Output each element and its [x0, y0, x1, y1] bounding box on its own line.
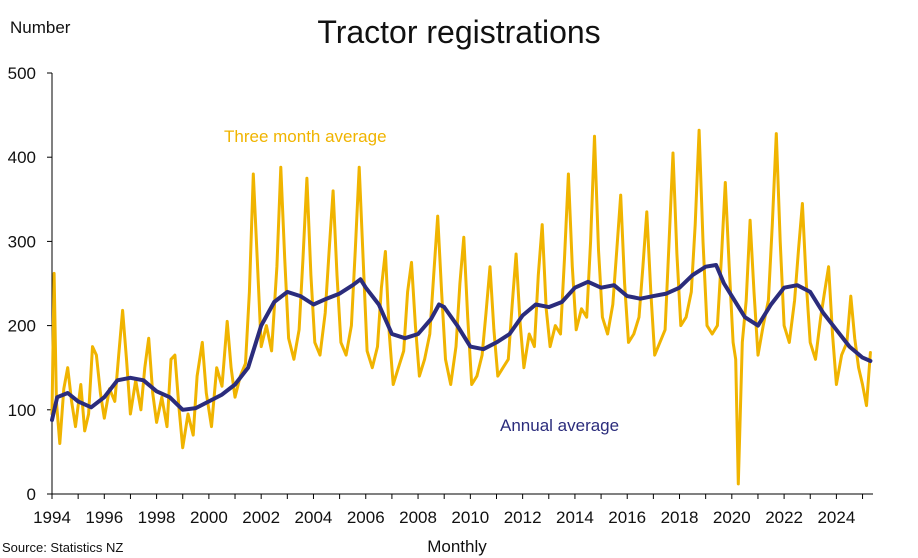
axes: 0 100 200 300 400 500 1994 1996 1998 2000 2002 2004… [8, 64, 873, 527]
y-tick-label: 100 [8, 401, 36, 420]
x-tick-label: 2020 [713, 508, 751, 527]
source-note: Source: Statistics NZ [2, 540, 123, 555]
legend-three-month-average: Three month average [224, 127, 387, 146]
series-layer [50, 128, 873, 486]
chart-title: Tractor registrations [317, 14, 600, 50]
x-tick-label: 2004 [295, 508, 333, 527]
x-tick-label: 2000 [190, 508, 228, 527]
x-tick-label: 2018 [661, 508, 699, 527]
y-tick-label: 300 [8, 232, 36, 251]
x-tick-label: 2022 [765, 508, 803, 527]
y-tick-label: 400 [8, 148, 36, 167]
x-tick-label: 2012 [504, 508, 542, 527]
x-tick-label: 2014 [556, 508, 594, 527]
x-tick-label: 1994 [33, 508, 71, 527]
y-tick-label: 500 [8, 64, 36, 83]
x-tick-label: 2008 [399, 508, 437, 527]
y-axis-label: Number [10, 18, 71, 37]
legend-annual-average: Annual average [500, 416, 619, 435]
x-tick-label: 2016 [608, 508, 646, 527]
x-tick-label: 2010 [451, 508, 489, 527]
x-axis-label: Monthly [427, 537, 487, 556]
y-tick-label: 0 [27, 485, 36, 504]
x-tick-label: 2006 [347, 508, 385, 527]
y-tick-label: 200 [8, 317, 36, 336]
x-tick-label: 1996 [85, 508, 123, 527]
x-tick-label: 1998 [138, 508, 176, 527]
x-tick-label: 2024 [817, 508, 855, 527]
series-line-annual-average [50, 263, 873, 422]
x-tick-label: 2002 [242, 508, 280, 527]
series-line-three-month-average [50, 128, 872, 486]
